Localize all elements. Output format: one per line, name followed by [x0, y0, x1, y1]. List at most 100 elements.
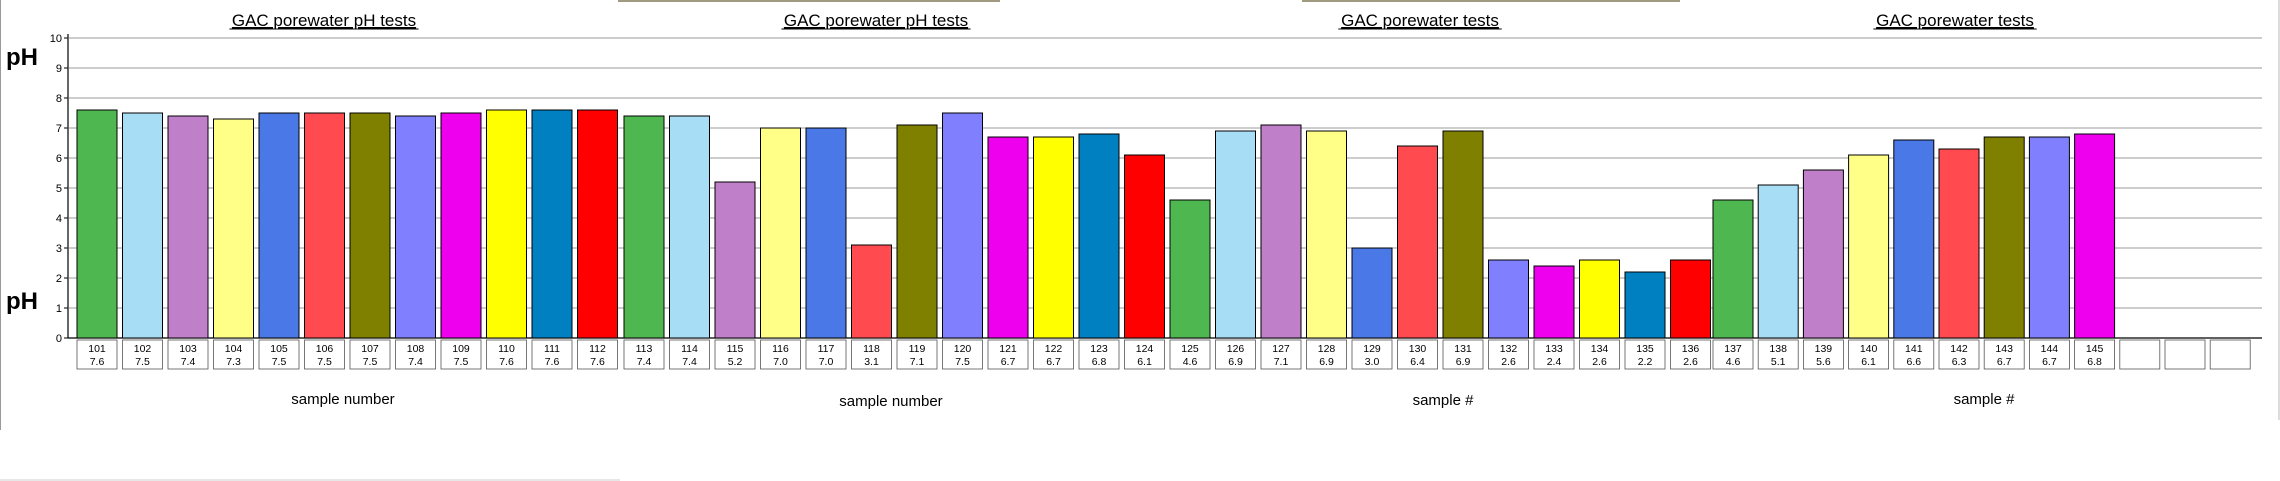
category-label-box [1306, 339, 1347, 370]
y-axis-label: pH [6, 44, 38, 71]
x-tick-label: 109 [452, 343, 470, 355]
x-tick-label: 128 [1318, 343, 1336, 355]
x-axis-label: sample number [291, 391, 394, 408]
x-tick-label: 133 [1545, 343, 1563, 355]
x-tick-label: 107 [361, 343, 379, 355]
x-tick-label: 137 [1724, 343, 1742, 355]
x-tick-label: 120 [954, 343, 972, 355]
category-label-box [1397, 339, 1438, 370]
category-label-box [1803, 339, 1844, 370]
category-label-box [2209, 339, 2251, 370]
bar [1124, 154, 1165, 339]
data-label: 7.5 [363, 356, 378, 368]
category-label-box [1579, 339, 1620, 370]
category-label-box [395, 339, 436, 370]
bar [395, 115, 436, 339]
data-label: 7.5 [955, 356, 970, 368]
y-axis-label: pH [6, 288, 38, 315]
bar [440, 112, 482, 339]
bar [1351, 247, 1393, 339]
x-tick-label: 139 [1815, 343, 1833, 355]
data-label: 7.4 [637, 356, 652, 368]
data-label: 2.6 [1683, 356, 1698, 368]
bar [1260, 124, 1302, 339]
category-label-box [896, 339, 938, 370]
category-label-box [851, 339, 892, 370]
data-label: 7.6 [499, 356, 514, 368]
x-tick-label: 144 [2041, 343, 2059, 355]
data-label: 7.5 [135, 356, 150, 368]
x-tick-label: 126 [1227, 343, 1245, 355]
category-label-box [531, 339, 573, 370]
x-tick-label: 142 [1950, 343, 1968, 355]
data-label: 7.6 [90, 356, 105, 368]
category-label-box [349, 339, 391, 370]
category-label-box [760, 339, 801, 370]
bar [167, 115, 209, 339]
y-tick-label: 4 [56, 213, 62, 225]
category-label-box [2164, 339, 2206, 370]
x-tick-label: 127 [1272, 343, 1290, 355]
data-label: 5.1 [1771, 356, 1786, 368]
x-axis-label: sample # [1954, 391, 2016, 408]
bar [623, 115, 665, 339]
x-tick-label: 145 [2086, 343, 2104, 355]
category-label-box [1033, 339, 1074, 370]
y-tick-label: 3 [56, 243, 62, 255]
bar [1397, 145, 1438, 339]
data-label: 7.5 [272, 356, 287, 368]
x-tick-label: 122 [1045, 343, 1063, 355]
x-tick-label: 132 [1500, 343, 1518, 355]
bar [213, 118, 254, 339]
bar [2074, 133, 2116, 339]
x-tick-label: 114 [681, 343, 698, 355]
data-label: 5.6 [1816, 356, 1831, 368]
category-label-box [304, 339, 345, 370]
bar [1306, 130, 1347, 339]
category-label-box [1078, 339, 1120, 370]
y-tick-label: 9 [56, 63, 62, 75]
bar [896, 124, 938, 339]
category-label-box [805, 339, 847, 370]
data-label: 7.3 [226, 356, 241, 368]
data-label: 7.4 [408, 356, 423, 368]
category-label-box [1757, 339, 1799, 370]
data-label: 2.4 [1547, 356, 1562, 368]
data-label: 6.7 [1001, 356, 1016, 368]
data-label: 6.7 [1997, 356, 2012, 368]
x-tick-label: 136 [1682, 343, 1700, 355]
chart-title: GAC porewater tests [1876, 11, 2034, 30]
category-label-box [1624, 339, 1666, 370]
bar [805, 127, 847, 339]
data-label: 6.9 [1456, 356, 1471, 368]
bar [1533, 265, 1575, 339]
category-label-box [1488, 339, 1529, 370]
category-label-box [1260, 339, 1302, 370]
x-tick-label: 119 [909, 343, 926, 355]
y-tick-label: 7 [56, 123, 62, 135]
x-axis-label: sample number [839, 393, 942, 410]
bar [577, 109, 618, 339]
data-label: 7.5 [454, 356, 469, 368]
data-label: 6.9 [1228, 356, 1243, 368]
data-label: 3.1 [864, 356, 879, 368]
category-label-box [1124, 339, 1165, 370]
x-tick-label: 103 [179, 343, 197, 355]
x-tick-label: 141 [1905, 343, 1923, 355]
x-tick-label: 105 [270, 343, 288, 355]
x-tick-label: 123 [1090, 343, 1108, 355]
bar [1757, 184, 1799, 339]
category-label-box [1215, 339, 1256, 370]
category-label-box [440, 339, 482, 370]
bar [1033, 136, 1074, 339]
y-tick-label: 8 [56, 93, 62, 105]
data-label: 7.6 [545, 356, 560, 368]
x-tick-label: 124 [1136, 343, 1154, 355]
x-tick-label: 111 [544, 343, 560, 355]
data-label: 7.5 [317, 356, 332, 368]
x-tick-label: 135 [1636, 343, 1654, 355]
